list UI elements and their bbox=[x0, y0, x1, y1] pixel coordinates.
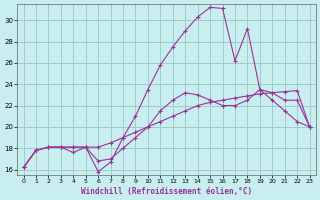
X-axis label: Windchill (Refroidissement éolien,°C): Windchill (Refroidissement éolien,°C) bbox=[81, 187, 252, 196]
